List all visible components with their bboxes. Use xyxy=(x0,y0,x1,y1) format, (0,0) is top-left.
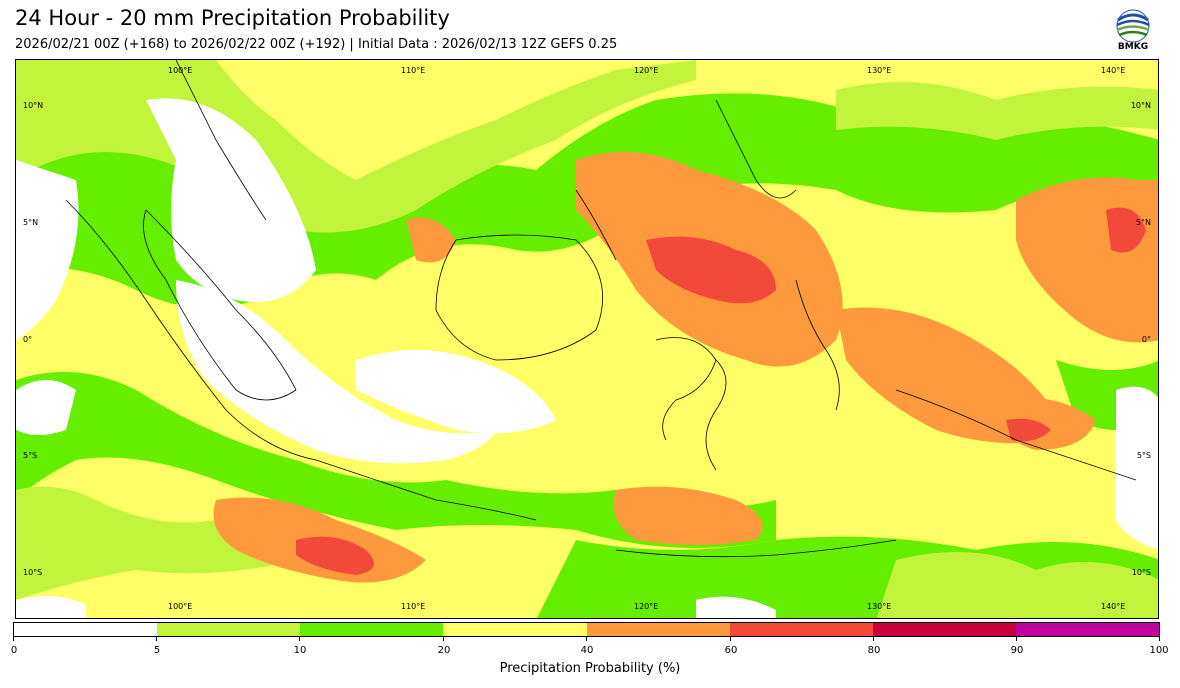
colorbar-segment-40-60 xyxy=(586,623,730,636)
bmkg-logo-icon xyxy=(1116,9,1150,43)
lat-label-10n-left: 10°N xyxy=(23,101,44,110)
colorbar-tick-90: 90 xyxy=(1010,645,1024,656)
lon-label-120-top: 120°E xyxy=(634,66,659,75)
colorbar-segment-10-20 xyxy=(300,623,444,636)
colorbar-tickmark xyxy=(586,637,587,641)
lon-label-120-bottom: 120°E xyxy=(634,602,659,611)
lat-label-eq-left: 0° xyxy=(23,335,33,344)
colorbar-tick-5: 5 xyxy=(153,645,161,656)
colorbar-label: Precipitation Probability (%) xyxy=(499,661,681,676)
colorbar-tick-10: 10 xyxy=(293,645,307,656)
lat-label-5s-right: 5°S xyxy=(1136,451,1151,460)
colorbar-segment-80-90 xyxy=(872,623,1016,636)
lat-label-10s-left: 10°S xyxy=(23,568,43,577)
colorbar-tickmark xyxy=(13,637,14,641)
colorbar-segment-60-80 xyxy=(729,623,873,636)
chart-subtitle: 2026/02/21 00Z (+168) to 2026/02/22 00Z … xyxy=(15,37,618,52)
colorbar-tick-100: 100 xyxy=(1149,645,1169,656)
lon-label-130-bottom: 130°E xyxy=(867,602,892,611)
colorbar-tickmark xyxy=(730,637,731,641)
precipitation-map: 100°E 110°E 120°E 130°E 140°E 100°E 110°… xyxy=(15,59,1159,619)
colorbar-tickmark xyxy=(156,637,157,641)
lat-label-eq-right: 0° xyxy=(1141,335,1151,344)
lon-label-110-top: 110°E xyxy=(401,66,426,75)
lon-label-140-bottom: 140°E xyxy=(1101,602,1126,611)
lat-label-10n-right: 10°N xyxy=(1130,101,1151,110)
lat-label-10s-right: 10°S xyxy=(1131,568,1151,577)
lat-label-5n-left: 5°N xyxy=(23,218,39,227)
colorbar-tickmark xyxy=(1016,637,1017,641)
colorbar-tick-0: 0 xyxy=(10,645,18,656)
colorbar-tick-40: 40 xyxy=(580,645,594,656)
chart-title: 24 Hour - 20 mm Precipitation Probabilit… xyxy=(15,6,450,30)
lon-label-130-top: 130°E xyxy=(867,66,892,75)
colorbar-tickmark xyxy=(873,637,874,641)
colorbar-tickmark xyxy=(443,637,444,641)
colorbar-tick-20: 20 xyxy=(437,645,451,656)
colorbar-tickmark xyxy=(1159,637,1160,641)
lon-label-100-bottom: 100°E xyxy=(168,602,193,611)
lon-label-100-top: 100°E xyxy=(168,66,193,75)
lon-label-110-bottom: 110°E xyxy=(401,602,426,611)
logo-text: BMKG xyxy=(1117,42,1149,52)
colorbar-segment-0-5 xyxy=(14,623,158,636)
lon-label-140-top: 140°E xyxy=(1101,66,1126,75)
colorbar-segment-5-10 xyxy=(157,623,301,636)
colorbar xyxy=(13,622,1160,637)
colorbar-tickmark xyxy=(299,637,300,641)
colorbar-segment-20-40 xyxy=(443,623,587,636)
lat-label-5s-left: 5°S xyxy=(23,451,38,460)
colorbar-tick-60: 60 xyxy=(724,645,738,656)
lat-label-5n-right: 5°N xyxy=(1135,218,1151,227)
colorbar-segment-90-100 xyxy=(1015,623,1159,636)
colorbar-tick-80: 80 xyxy=(867,645,881,656)
